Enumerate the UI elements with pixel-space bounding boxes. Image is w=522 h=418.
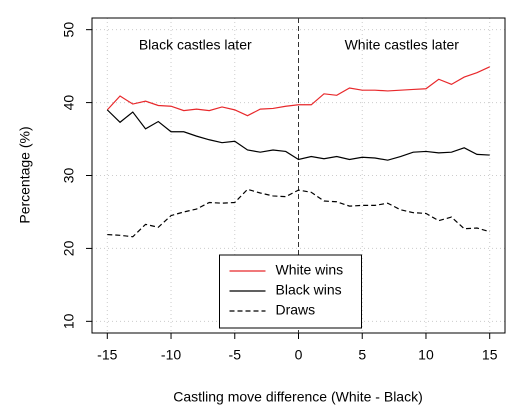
x-tick-label: 10: [418, 347, 434, 363]
annotation: Black castles later: [139, 37, 252, 53]
x-axis-label: Castling move difference (White - Black): [173, 389, 423, 405]
series-line: [107, 188, 490, 238]
legend-label: Draws: [276, 302, 316, 318]
annotation: White castles later: [345, 37, 460, 53]
y-axis-label: Percentage (%): [17, 126, 33, 223]
y-tick-label: 40: [61, 95, 77, 111]
y-tick-label: 50: [61, 22, 77, 38]
series-line: [106, 66, 490, 117]
x-tick-label: -10: [161, 347, 181, 363]
x-tick-label: 15: [482, 347, 498, 363]
y-tick-label: 10: [61, 313, 77, 329]
y-tick-label: 20: [61, 240, 77, 256]
legend-label: Black wins: [276, 282, 342, 298]
x-tick-label: -15: [97, 347, 117, 363]
legend-label: White wins: [276, 262, 344, 278]
series-line: [106, 109, 490, 161]
x-tick-label: -5: [229, 347, 242, 363]
x-tick-label: 5: [358, 347, 366, 363]
x-tick-label: 0: [295, 347, 303, 363]
y-tick-label: 30: [61, 168, 77, 184]
